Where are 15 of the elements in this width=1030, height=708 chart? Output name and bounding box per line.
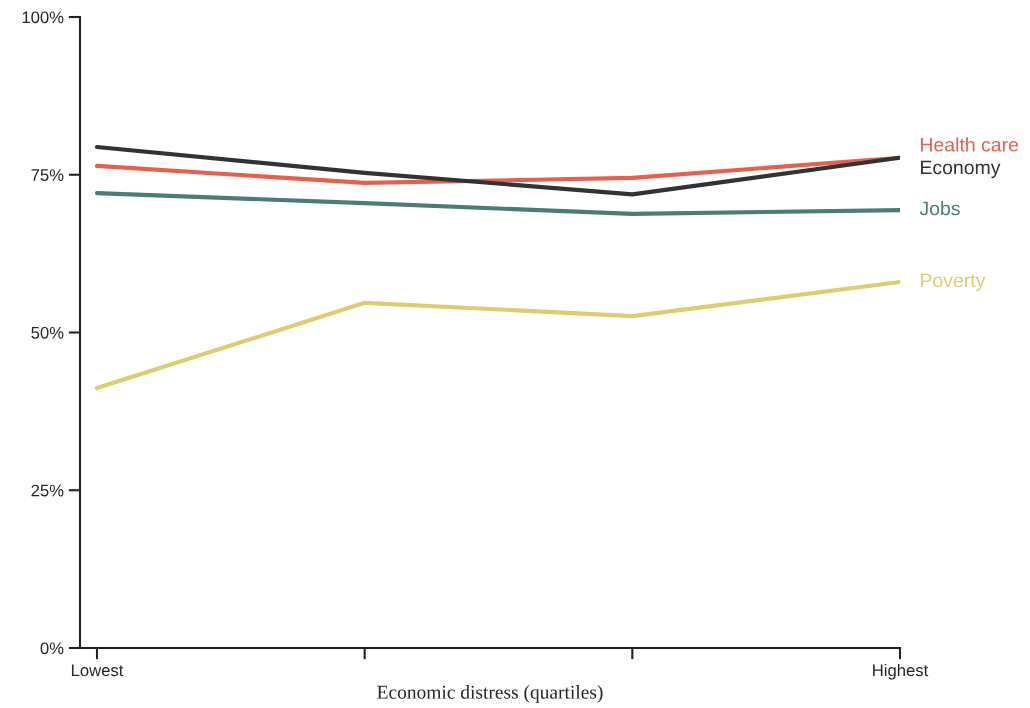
series-label: Poverty [921,273,986,292]
y-tick-label: 50% [31,326,64,339]
y-tick-label: 100% [22,11,64,24]
y-tick-label: 25% [31,484,64,497]
y-tick-label: 0% [40,642,64,655]
series-label: Jobs [919,201,960,216]
x-tick-label: Highest [873,663,929,680]
line-series [94,279,900,391]
x-tick-label: Lowest [71,664,124,677]
x-axis-title: Economic distress (quartiles) [377,685,603,703]
y-tick-label: 75% [31,169,64,181]
series-label: Economy [921,160,1001,179]
series-label: Health care [921,137,1019,152]
line-series [94,190,900,216]
line-series [94,144,900,197]
